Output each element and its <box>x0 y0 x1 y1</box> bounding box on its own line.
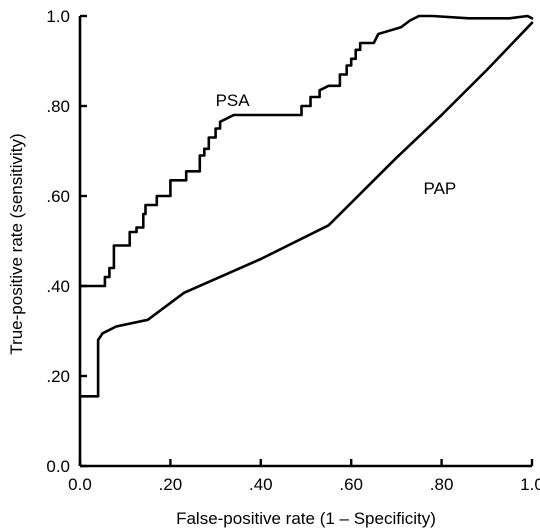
x-tick-label: .80 <box>430 475 454 494</box>
axes <box>78 16 532 468</box>
y-tick-label: 1.0 <box>46 7 70 26</box>
y-tick-label: .80 <box>46 97 70 116</box>
x-tick-label: .60 <box>339 475 363 494</box>
y-tick-label: .20 <box>46 367 70 386</box>
y-tick-label: 0.0 <box>46 457 70 476</box>
x-tick-label: .40 <box>249 475 273 494</box>
y-tick-label: .40 <box>46 277 70 296</box>
series-label-psa: PSA <box>216 91 251 110</box>
x-tick-label: 0.0 <box>68 475 92 494</box>
labels-layer: PSA PAP <box>216 91 457 198</box>
series-layer <box>78 14 534 398</box>
y-axis-label: True-positive rate (sensitivity) <box>7 133 26 354</box>
y-tick-label: .60 <box>46 187 70 206</box>
ticks: 0.0 .20 .40 .60 .80 1.0 0.0 .20 .40 .60 .80 1.0 <box>46 7 540 494</box>
series-label-pap: PAP <box>424 179 457 198</box>
x-tick-label: .20 <box>159 475 183 494</box>
x-tick-label: 1.0 <box>520 475 540 494</box>
series-pap-line <box>78 21 534 398</box>
x-axis-label: False-positive rate (1 – Specificity) <box>176 509 436 528</box>
series-psa-line <box>78 14 534 288</box>
